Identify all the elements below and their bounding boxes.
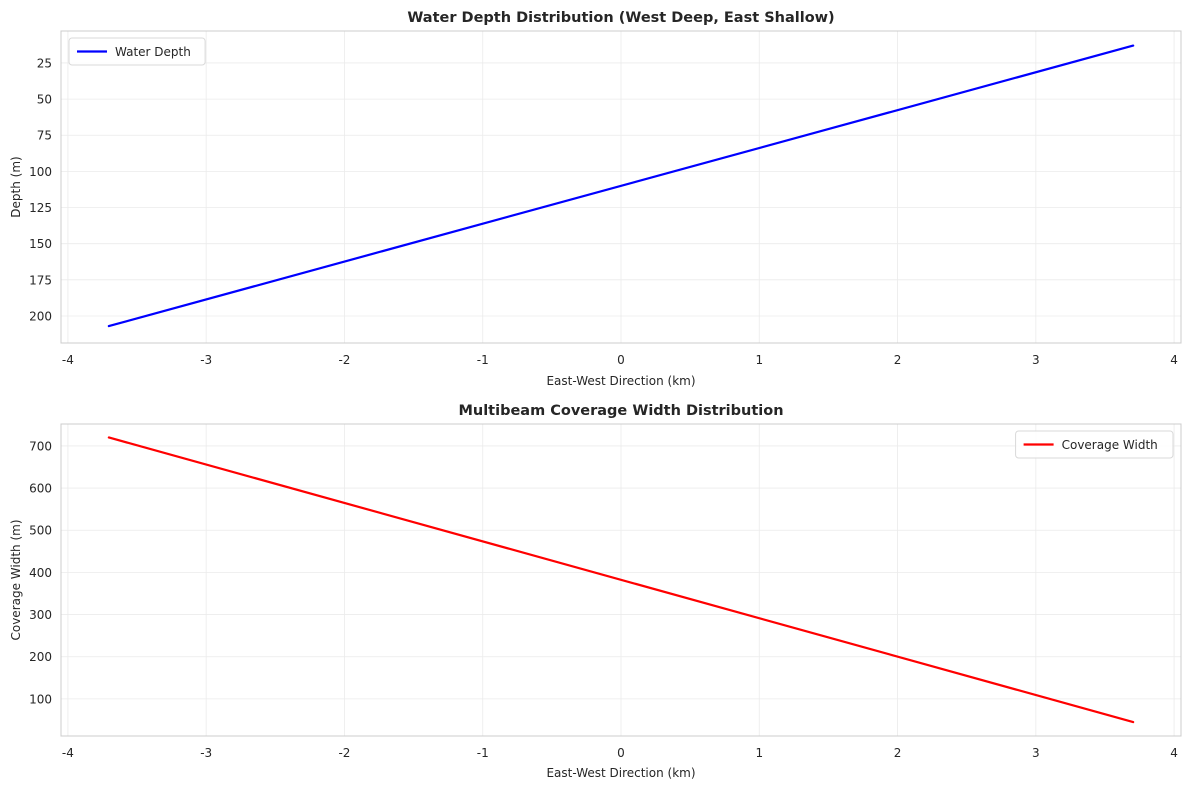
depth-chart-y-tick-label: 175 (29, 273, 52, 287)
depth-chart-y-tick-label: 125 (29, 201, 52, 215)
depth-chart-x-tick-label: 2 (894, 353, 902, 367)
depth-chart-y-tick-label: 200 (29, 309, 52, 323)
coverage-chart-y-tick-label: 200 (29, 650, 52, 664)
coverage-chart-x-tick-label: -4 (62, 746, 74, 760)
depth-chart-panel: -4 -3 -2 -1 0 1 2 3 4 25 50 75 100 125 150 175 200 Wate… (9, 10, 1182, 388)
depth-chart-legend-box (68, 37, 206, 66)
coverage-chart-x-ticks: -4 -3 -2 -1 0 1 2 3 4 (62, 746, 1178, 760)
depth-chart-x-tick-label: -1 (477, 353, 489, 367)
depth-chart-x-tick-label: 1 (755, 353, 763, 367)
coverage-chart-x-tick-label: 0 (617, 746, 625, 760)
depth-chart-y-ticks: 25 50 75 100 125 150 175 200 (29, 56, 52, 323)
coverage-chart-x-tick-label: 2 (894, 746, 902, 760)
depth-chart-x-tick-label: -2 (338, 353, 350, 367)
depth-chart-x-tick-label: -3 (200, 353, 212, 367)
depth-chart-x-tick-label: 3 (1032, 353, 1040, 367)
depth-chart-legend-label: Water Depth (115, 45, 191, 59)
coverage-chart-frame (60, 423, 1182, 737)
coverage-chart-panel: -4 -3 -2 -1 0 1 2 3 4 100 200 300 400 500 600 700 Mult… (9, 403, 1182, 780)
depth-chart-x-tick-label: -4 (62, 353, 74, 367)
depth-chart-series-line (107, 44, 1135, 328)
coverage-chart-x-tick-label: -2 (338, 746, 350, 760)
depth-chart-frame (60, 30, 1182, 344)
coverage-chart-series-layer (107, 436, 1135, 724)
depth-chart-x-axis-label: East-West Direction (km) (546, 374, 695, 388)
depth-chart-y-axis-label: Depth (m) (9, 156, 23, 217)
coverage-chart-series-line (107, 436, 1135, 724)
coverage-chart-y-tick-label: 500 (29, 524, 52, 538)
coverage-chart-y-axis-label: Coverage Width (m) (9, 519, 23, 640)
coverage-chart-x-axis-label: East-West Direction (km) (546, 766, 695, 780)
coverage-chart-y-tick-label: 700 (29, 439, 52, 453)
depth-chart-y-tick-label: 25 (37, 56, 52, 70)
depth-chart-y-tick-label: 50 (37, 93, 52, 107)
coverage-chart-x-tick-label: -1 (477, 746, 489, 760)
depth-chart-series-layer (107, 44, 1135, 328)
coverage-chart-legend: Coverage Width (1015, 430, 1174, 459)
coverage-chart-y-ticks: 100 200 300 400 500 600 700 (29, 439, 52, 706)
coverage-chart-y-tick-label: 100 (29, 692, 52, 706)
coverage-chart-x-tick-label: 4 (1170, 746, 1178, 760)
coverage-chart-y-tick-label: 300 (29, 608, 52, 622)
coverage-chart-x-tick-label: 3 (1032, 746, 1040, 760)
depth-chart-y-tick-label: 75 (37, 129, 52, 143)
depth-chart-title: Water Depth Distribution (West Deep, Eas… (407, 10, 834, 26)
coverage-chart-x-tick-label: 1 (755, 746, 763, 760)
depth-chart-x-tick-label: 4 (1170, 353, 1178, 367)
coverage-chart-y-tick-label: 400 (29, 566, 52, 580)
coverage-chart-legend-label: Coverage Width (1062, 438, 1158, 452)
coverage-chart-y-tick-label: 600 (29, 482, 52, 496)
coverage-chart-x-tick-label: -3 (200, 746, 212, 760)
depth-chart-y-tick-label: 100 (29, 165, 52, 179)
depth-chart-legend: Water Depth (68, 37, 206, 66)
depth-chart-y-tick-label: 150 (29, 237, 52, 251)
coverage-chart-legend-box (1015, 430, 1174, 459)
depth-chart-x-tick-label: 0 (617, 353, 625, 367)
depth-chart-x-ticks: -4 -3 -2 -1 0 1 2 3 4 (62, 353, 1178, 367)
coverage-chart-title: Multibeam Coverage Width Distribution (458, 403, 783, 419)
